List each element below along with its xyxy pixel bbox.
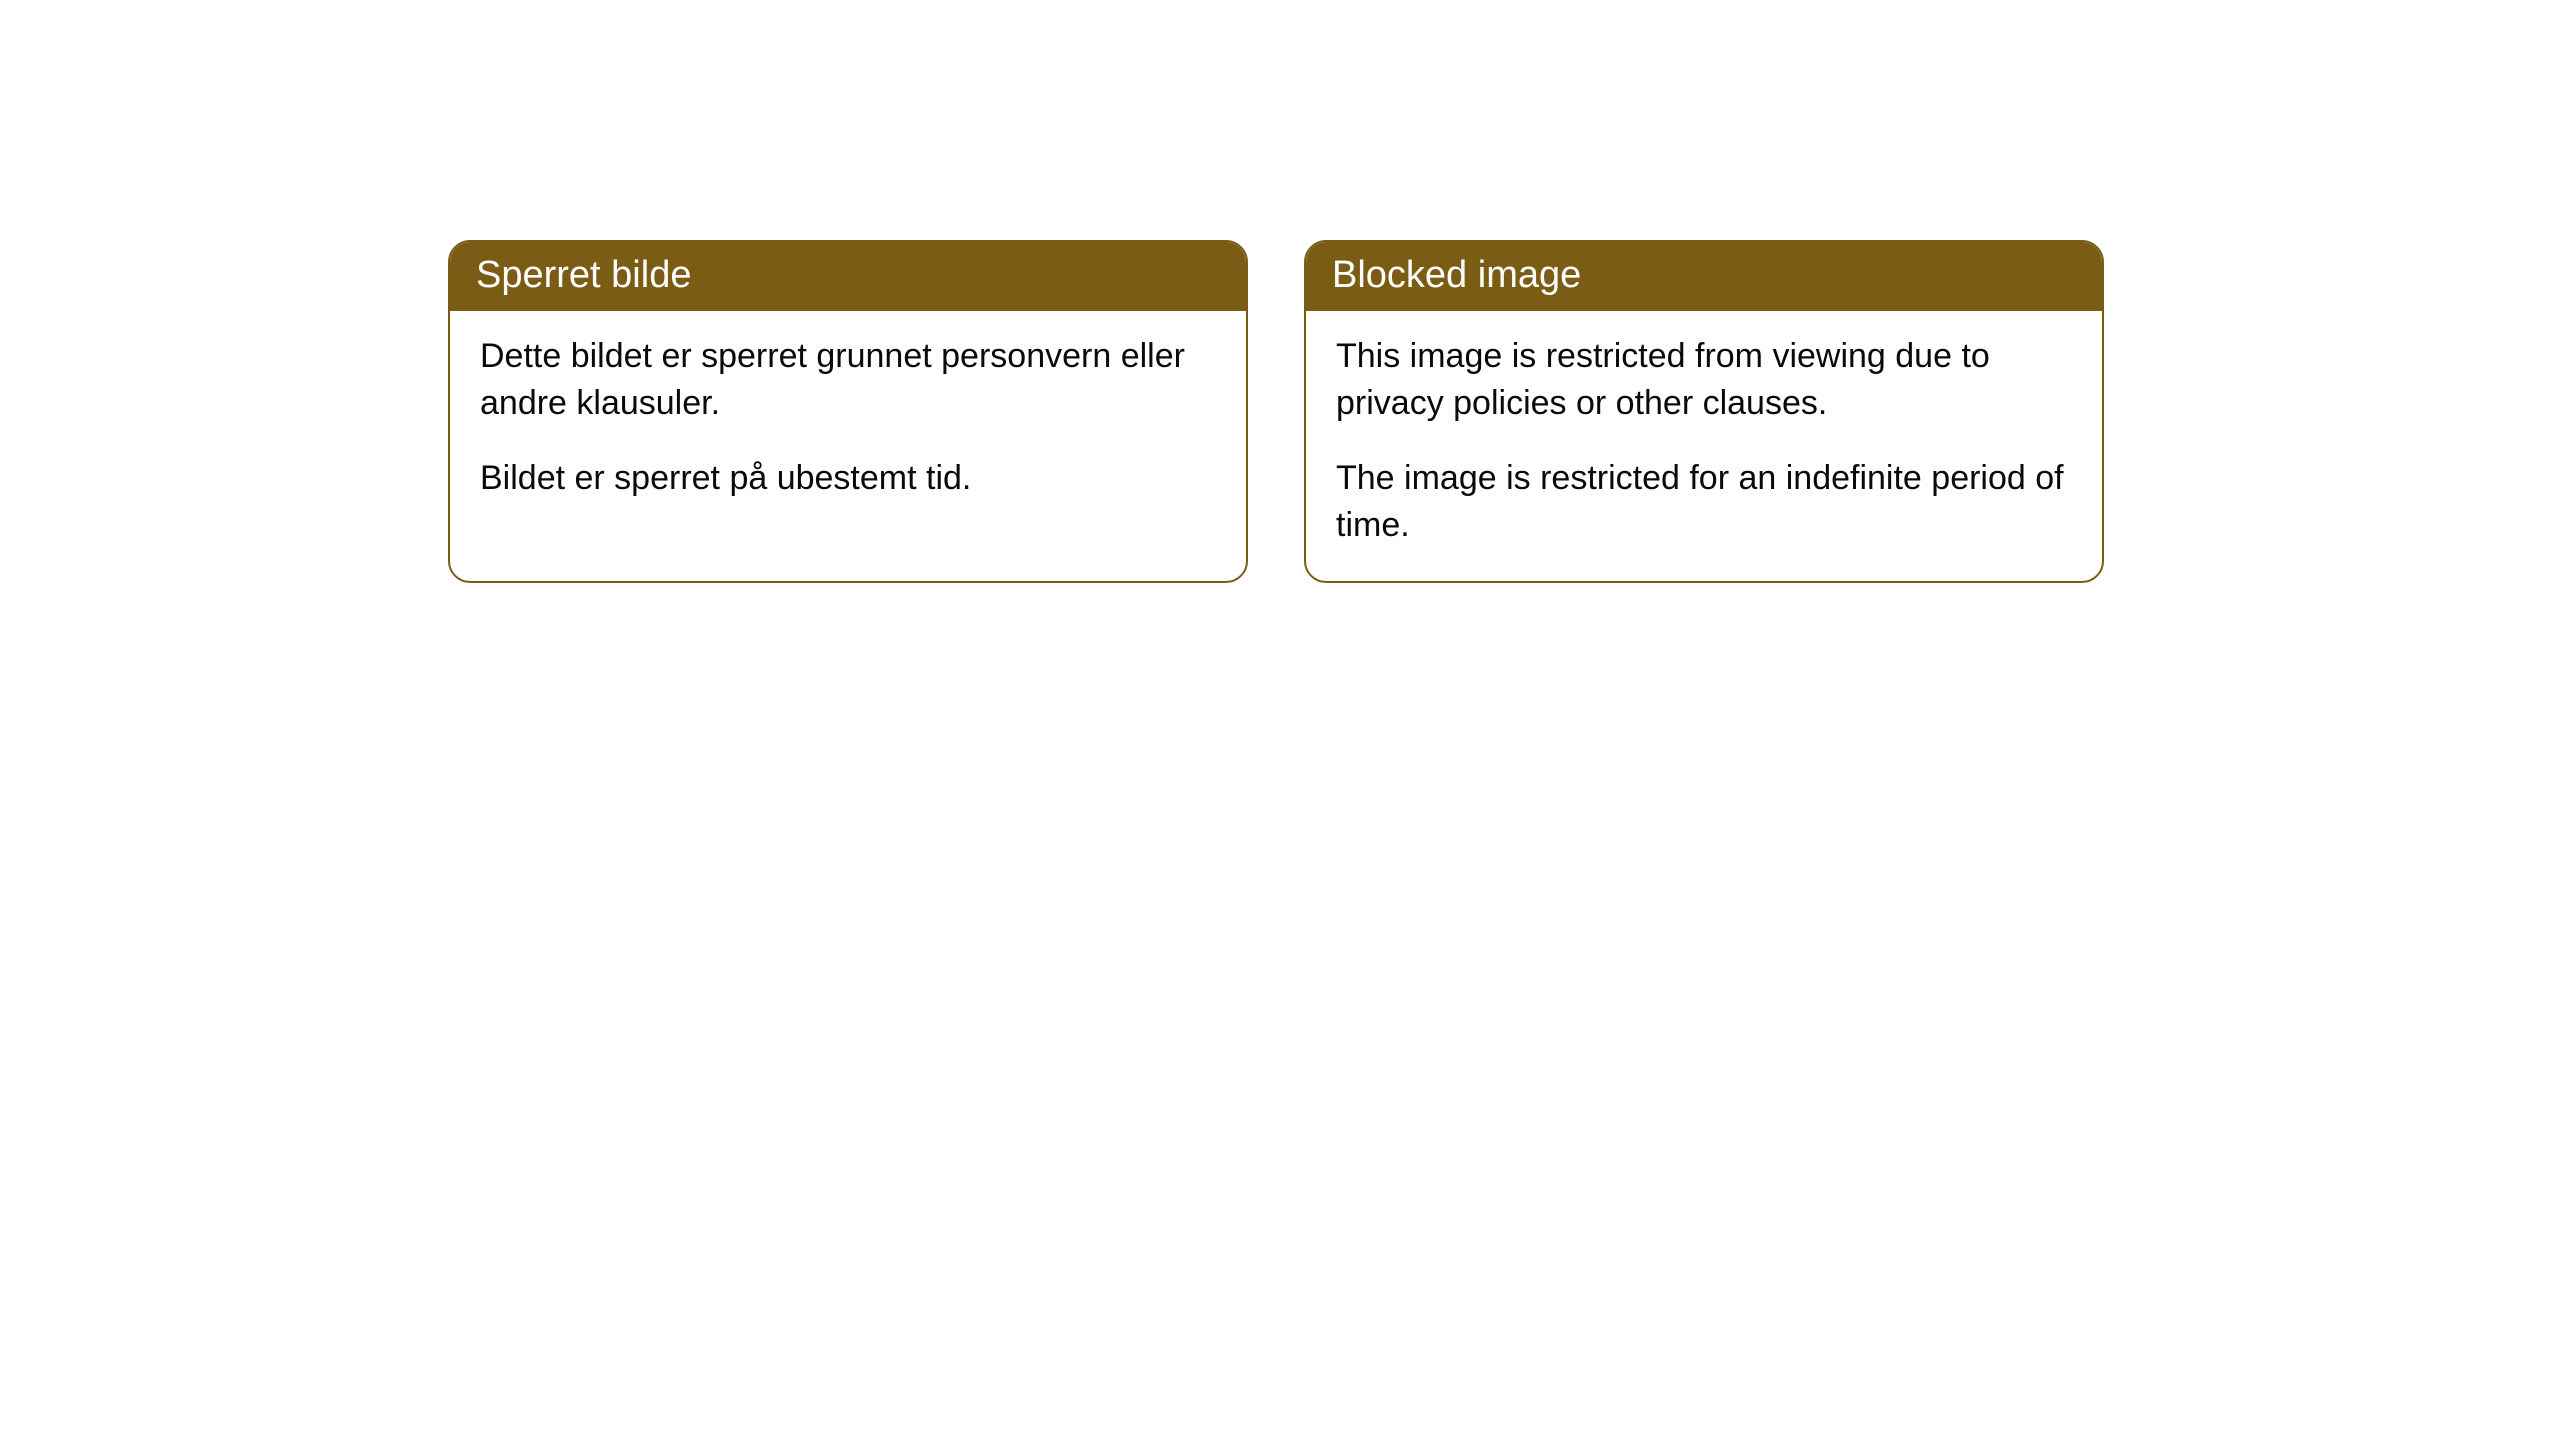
- blocked-image-card-no: Sperret bilde Dette bildet er sperret gr…: [448, 240, 1248, 583]
- blocked-image-card-en: Blocked image This image is restricted f…: [1304, 240, 2104, 583]
- card-header-no: Sperret bilde: [450, 242, 1246, 311]
- card-paragraph: The image is restricted for an indefinit…: [1336, 455, 2072, 549]
- card-paragraph: Dette bildet er sperret grunnet personve…: [480, 333, 1216, 427]
- card-header-en: Blocked image: [1306, 242, 2102, 311]
- card-paragraph: This image is restricted from viewing du…: [1336, 333, 2072, 427]
- card-body-no: Dette bildet er sperret grunnet personve…: [450, 311, 1246, 534]
- notice-container: Sperret bilde Dette bildet er sperret gr…: [0, 0, 2560, 583]
- card-paragraph: Bildet er sperret på ubestemt tid.: [480, 455, 1216, 502]
- card-body-en: This image is restricted from viewing du…: [1306, 311, 2102, 581]
